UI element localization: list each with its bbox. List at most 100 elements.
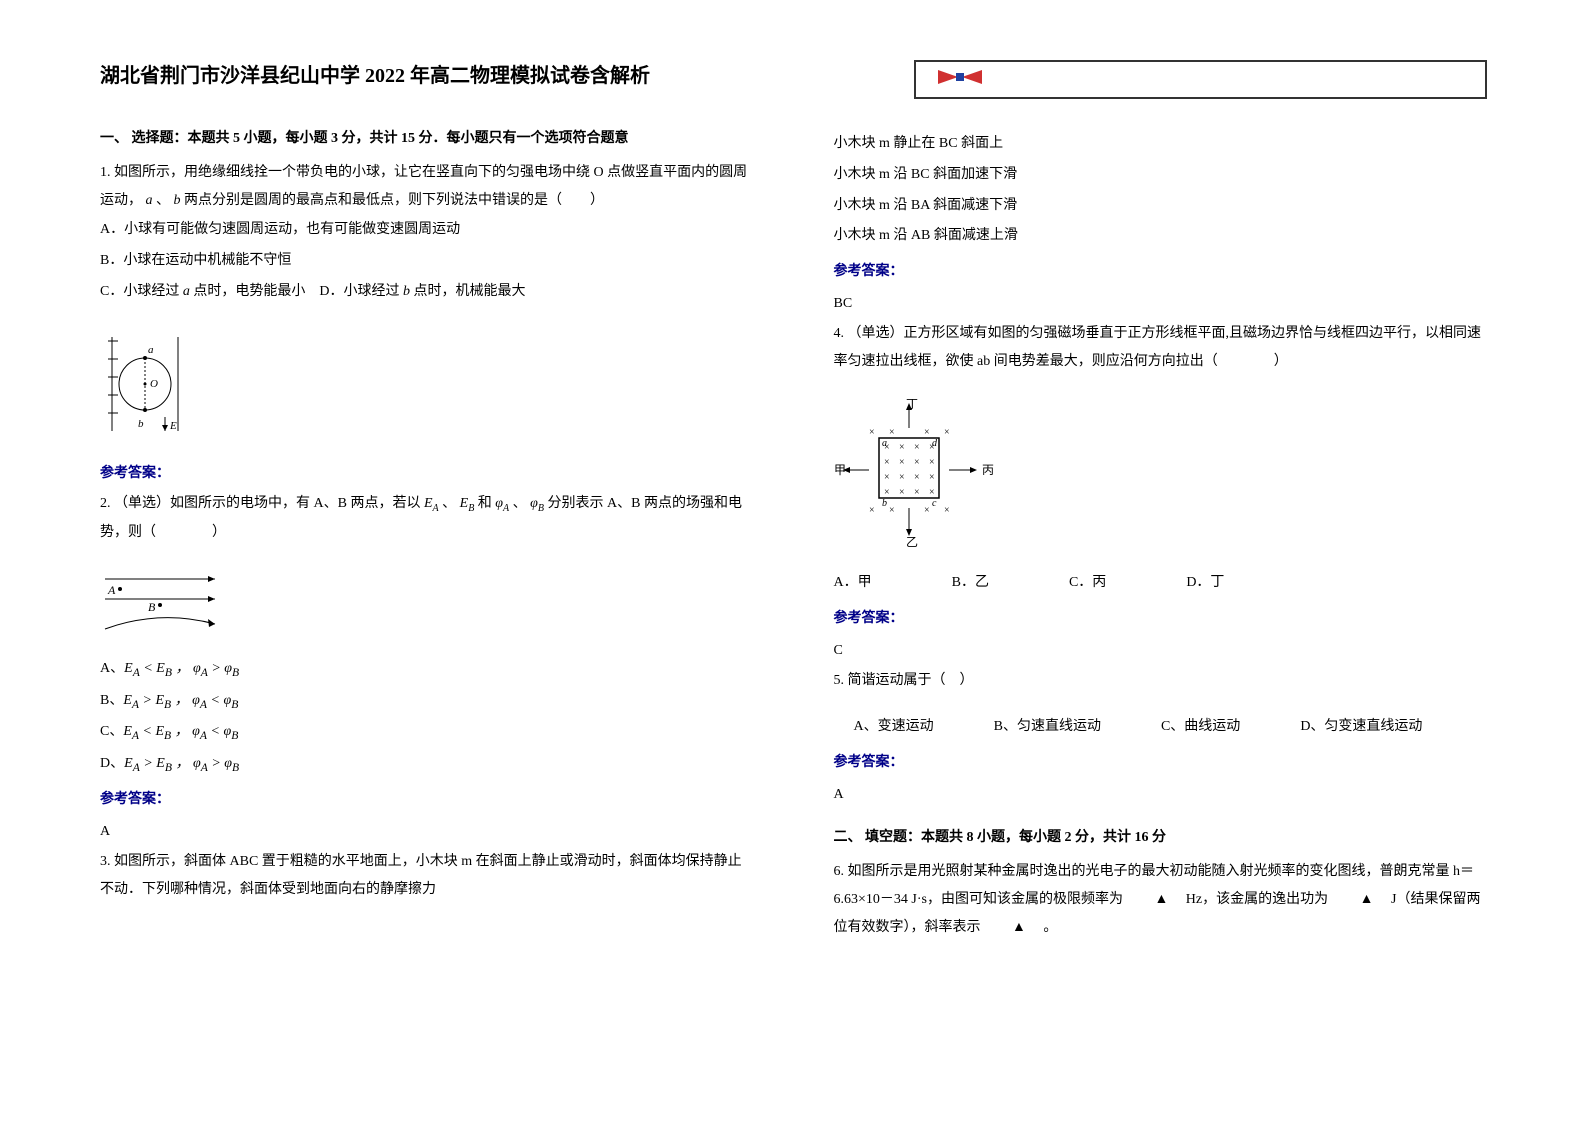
q3-opt4: 小木块 m 沿 AB 斜面减速上滑 <box>834 221 1488 252</box>
question-2: 2. （单选）如图所示的电场中，有 A、B 两点，若以 EA 、 EB 和 φA… <box>100 490 754 547</box>
svg-text:丙: 丙 <box>982 463 994 477</box>
q1-c-pre: C．小球经过 <box>100 284 179 299</box>
q5-options: A、变速运动 B、匀速直线运动 C、曲线运动 D、匀变速直线运动 <box>834 715 1488 735</box>
svg-text:×: × <box>929 472 935 483</box>
q2-mid2: 和 <box>478 496 492 511</box>
svg-text:乙: 乙 <box>906 535 918 548</box>
q2-option-a: A、EA < EB ， φA > φB <box>100 654 754 685</box>
q2-phib: φB <box>530 496 544 511</box>
q5-opt-b: B、匀速直线运动 <box>994 715 1101 735</box>
q3-opt3: 小木块 m 沿 BA 斜面减速下滑 <box>834 191 1488 222</box>
svg-text:×: × <box>899 457 905 468</box>
q4-text: 4. （单选）正方形区域有如图的匀强磁场垂直于正方形线框平面,且磁场边界恰与线框… <box>834 320 1488 376</box>
q6-text2: Hz，该金属的逸出功为 <box>1172 892 1356 907</box>
q5-answer: A <box>834 787 1488 803</box>
q4-opt-c: C．丙 <box>1069 571 1106 591</box>
q2-text: 2. （单选）如图所示的电场中，有 A、B 两点，若以 EA 、 EB 和 φA… <box>100 490 754 547</box>
q3-text: 3. 如图所示，斜面体 ABC 置于粗糙的水平地面上，小木块 m 在斜面上静止或… <box>100 848 754 904</box>
q1-text: 1. 如图所示，用绝缘细线拴一个带负电的小球，让它在竖直向下的匀强电场中绕 O … <box>100 159 754 215</box>
q1-option-cd: C．小球经过 a 点时，电势能最小 D．小球经过 b 点时，机械能最大 <box>100 277 754 308</box>
svg-text:×: × <box>884 472 890 483</box>
question-1: 1. 如图所示，用绝缘细线拴一个带负电的小球，让它在竖直向下的匀强电场中绕 O … <box>100 159 754 307</box>
left-column: 湖北省荆门市沙洋县纪山中学 2022 年高二物理模拟试卷含解析 一、 选择题：本… <box>100 60 794 1092</box>
q1-c-end: 点时，机械能最大 <box>413 284 525 299</box>
blank-triangle-3: ▲ <box>1012 914 1026 942</box>
q2-pre: 2. （单选）如图所示的电场中，有 A、B 两点，若以 <box>100 496 420 511</box>
question-4: 4. （单选）正方形区域有如图的匀强磁场垂直于正方形线框平面,且磁场边界恰与线框… <box>834 320 1488 376</box>
field-lines-icon: A B <box>100 569 220 639</box>
q3-options: 小木块 m 静止在 BC 斜面上 小木块 m 沿 BC 斜面加速下滑 小木块 m… <box>834 129 1488 252</box>
q4-answer-label: 参考答案： <box>834 607 1488 627</box>
q1-answer-label: 参考答案： <box>100 462 754 482</box>
svg-text:d: d <box>932 438 938 449</box>
svg-text:×: × <box>889 427 895 438</box>
svg-text:×: × <box>929 487 935 498</box>
q2-option-c: C、EA < EB ， φA < φB <box>100 717 754 748</box>
magnetic-field-icon: ×××× ×××× ×××× ×××× ×××× ×××× 乙 甲 丙 丁 a … <box>834 398 1004 548</box>
question-3: 3. 如图所示，斜面体 ABC 置于粗糙的水平地面上，小木块 m 在斜面上静止或… <box>100 848 754 904</box>
svg-text:O: O <box>150 378 158 390</box>
q5-text: 5. 简谐运动属于（ ） <box>834 667 1488 695</box>
svg-text:×: × <box>899 442 905 453</box>
logo-box <box>914 60 1488 99</box>
section-1-header: 一、 选择题：本题共 5 小题，每小题 3 分，共计 15 分．每小题只有一个选… <box>100 127 754 147</box>
svg-text:丁: 丁 <box>906 398 918 411</box>
q4-opt-a: A．甲 <box>834 571 872 591</box>
svg-text:×: × <box>884 457 890 468</box>
svg-text:×: × <box>924 427 930 438</box>
svg-text:×: × <box>914 442 920 453</box>
q4-figure: ×××× ×××× ×××× ×××× ×××× ×××× 乙 甲 丙 丁 a … <box>834 398 1488 553</box>
q5-opt-d: D、匀变速直线运动 <box>1300 715 1422 735</box>
blank-triangle-2: ▲ <box>1360 886 1374 914</box>
q6-text4: 。 <box>1029 920 1057 935</box>
q1-var-a: a <box>146 193 153 208</box>
q2-options: A、EA < EB ， φA > φB B、EA > EB ， φA < φB … <box>100 654 754 780</box>
svg-text:×: × <box>914 472 920 483</box>
q4-options: A．甲 B．乙 C．丙 D．丁 <box>834 571 1488 591</box>
q2-mid1: 、 <box>442 496 456 511</box>
q1-text-part2: 两点分别是圆周的最高点和最低点，则下列说法中错误的是（ ） <box>184 193 604 208</box>
q6-text: 6. 如图所示是用光照射某种金属时逸出的光电子的最大初动能随入射光频率的变化图线… <box>834 858 1488 942</box>
svg-text:×: × <box>869 427 875 438</box>
page-title: 湖北省荆门市沙洋县纪山中学 2022 年高二物理模拟试卷含解析 <box>100 60 754 92</box>
q3-answer: BC <box>834 296 1488 312</box>
blank-triangle-1: ▲ <box>1154 886 1168 914</box>
svg-text:×: × <box>884 487 890 498</box>
q3-opt2: 小木块 m 沿 BC 斜面加速下滑 <box>834 160 1488 191</box>
q5-answer-label: 参考答案： <box>834 751 1488 771</box>
q2-figure: A B <box>100 569 754 644</box>
q2-phia: φA <box>495 496 509 511</box>
q1-c-var-b: b <box>403 284 410 299</box>
q1-c-mid: 点时，电势能最小 D．小球经过 <box>193 284 399 299</box>
svg-text:×: × <box>914 457 920 468</box>
question-6: 6. 如图所示是用光照射某种金属时逸出的光电子的最大初动能随入射光频率的变化图线… <box>834 858 1488 942</box>
section-2-header: 二、 填空题：本题共 8 小题，每小题 2 分，共计 16 分 <box>834 826 1488 846</box>
svg-text:×: × <box>889 505 895 516</box>
q1-var-b: b <box>174 193 181 208</box>
svg-text:×: × <box>944 427 950 438</box>
question-5: 5. 简谐运动属于（ ） <box>834 667 1488 695</box>
q5-opt-a: A、变速运动 <box>854 715 934 735</box>
q1-option-b: B．小球在运动中机械能不守恒 <box>100 246 754 277</box>
q2-fig-a-label: A <box>107 583 116 597</box>
q4-opt-b: B．乙 <box>952 571 989 591</box>
q2-mid3: 、 <box>513 496 527 511</box>
svg-text:×: × <box>914 487 920 498</box>
q2-answer: A <box>100 824 754 840</box>
q4-answer: C <box>834 643 1488 659</box>
svg-text:×: × <box>924 505 930 516</box>
q1-figure: O a b E <box>100 329 754 444</box>
svg-text:×: × <box>899 472 905 483</box>
q1-sep: 、 <box>156 193 170 208</box>
svg-text:c: c <box>932 498 937 509</box>
right-column: 小木块 m 静止在 BC 斜面上 小木块 m 沿 BC 斜面加速下滑 小木块 m… <box>794 60 1488 1092</box>
q3-opt1: 小木块 m 静止在 BC 斜面上 <box>834 129 1488 160</box>
bowtie-icon <box>936 68 984 86</box>
q2-answer-label: 参考答案： <box>100 788 754 808</box>
svg-text:×: × <box>929 457 935 468</box>
svg-text:×: × <box>944 505 950 516</box>
svg-text:×: × <box>869 505 875 516</box>
svg-text:a: a <box>148 344 154 356</box>
q1-c-var-a: a <box>183 284 190 299</box>
q3-answer-label: 参考答案： <box>834 260 1488 280</box>
